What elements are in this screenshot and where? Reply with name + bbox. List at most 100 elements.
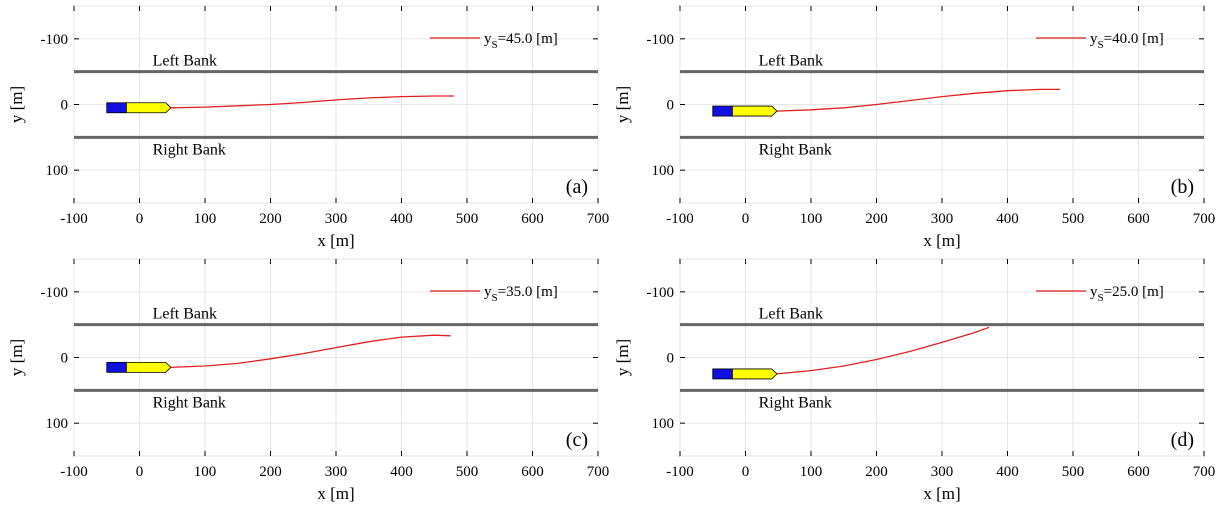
y-tick-label: -100: [647, 32, 675, 48]
x-tick-label: -100: [60, 211, 88, 227]
ship-stern: [712, 368, 733, 380]
x-tick-label: 600: [521, 211, 544, 227]
x-tick-label: 100: [194, 211, 217, 227]
x-tick-label: 700: [587, 464, 610, 480]
chart-panel-4: Left Bank Right Bank yS=25.0 [m] (d) -100 0 10…: [613, 258, 1216, 503]
y-axis-label: y [m]: [613, 339, 632, 376]
x-tick-label: 700: [1193, 211, 1216, 227]
ship-stern: [712, 105, 733, 117]
x-tick-label: -100: [666, 464, 694, 480]
y-tick-label: -100: [41, 32, 69, 48]
left-bank-label: Left Bank: [759, 53, 823, 70]
y-tick-label: 0: [61, 98, 69, 114]
x-tick-label: 0: [742, 464, 750, 480]
x-tick-label: 700: [1193, 464, 1216, 480]
x-tick-label: 600: [521, 464, 544, 480]
x-tick-label: 700: [587, 211, 610, 227]
trajectory-line: [776, 88, 1060, 112]
chart-panel-2: Left Bank Right Bank yS=40.0 [m] (b) -100 0 10…: [613, 5, 1216, 250]
legend-label: yS=40.0 [m]: [1090, 31, 1164, 51]
y-tick-label: 0: [667, 351, 675, 367]
x-tick-label: 600: [1127, 211, 1150, 227]
trajectory-line: [776, 326, 990, 375]
x-tick-label: 300: [931, 464, 954, 480]
x-tick-label: 500: [1062, 464, 1085, 480]
legend: yS=25.0 [m]: [1036, 284, 1164, 304]
x-tick-label: 300: [325, 211, 348, 227]
left-bank-label: Left Bank: [759, 306, 823, 323]
legend: yS=45.0 [m]: [430, 31, 558, 51]
trajectory-line: [170, 334, 451, 369]
legend-label-sub: S: [492, 292, 498, 304]
x-tick-label: 200: [259, 464, 282, 480]
legend-label-sub: S: [1098, 39, 1104, 51]
x-tick-label: 400: [390, 211, 413, 227]
ship-bow: [126, 102, 172, 114]
x-tick-label: 400: [996, 464, 1019, 480]
x-tick-label: -100: [666, 211, 694, 227]
legend-label-sub: S: [492, 39, 498, 51]
legend-label-rest: =35.0 [m]: [498, 284, 558, 300]
legend-label: yS=35.0 [m]: [484, 284, 558, 304]
right-bank-label: Right Bank: [153, 141, 226, 158]
x-tick-label: 400: [996, 211, 1019, 227]
x-tick-label: 100: [800, 464, 823, 480]
x-tick-label: 0: [136, 464, 144, 480]
panel-letter: (a): [566, 176, 588, 198]
panel-letter: (c): [566, 429, 588, 451]
ship-bow: [732, 368, 778, 380]
x-tick-label: 100: [194, 464, 217, 480]
legend-label-rest: =25.0 [m]: [1104, 284, 1164, 300]
ship-bow: [126, 361, 172, 373]
panel-letter: (d): [1171, 429, 1194, 451]
y-tick-label: 100: [652, 163, 675, 179]
x-tick-label: 500: [456, 464, 479, 480]
left-bank-label: Left Bank: [153, 306, 217, 323]
x-axis-label: x [m]: [317, 484, 354, 503]
x-tick-label: 300: [931, 211, 954, 227]
x-tick-label: 600: [1127, 464, 1150, 480]
legend-label: yS=25.0 [m]: [1090, 284, 1164, 304]
chart-panel-3: Left Bank Right Bank yS=35.0 [m] (c) -100 0 10…: [7, 258, 610, 503]
y-tick-label: 0: [667, 98, 675, 114]
chart-panel-1: Left Bank Right Bank yS=45.0 [m] (a) -100 0 10…: [7, 5, 610, 250]
x-tick-label: 0: [742, 211, 750, 227]
trajectory-line: [170, 95, 454, 109]
x-tick-label: 500: [1062, 211, 1085, 227]
x-tick-label: -100: [60, 464, 88, 480]
legend-label-rest: =40.0 [m]: [1104, 31, 1164, 47]
x-axis-label: x [m]: [923, 484, 960, 503]
y-tick-label: 100: [652, 416, 675, 432]
x-tick-label: 200: [865, 464, 888, 480]
ship-stern: [106, 361, 127, 373]
y-tick-label: -100: [647, 285, 675, 301]
x-tick-label: 400: [390, 464, 413, 480]
y-axis-label: y [m]: [7, 339, 26, 376]
legend-label-main: y: [484, 31, 492, 47]
y-tick-label: 100: [46, 416, 69, 432]
legend-label-main: y: [1090, 31, 1098, 47]
x-tick-label: 0: [136, 211, 144, 227]
x-axis-label: x [m]: [317, 231, 354, 250]
legend-label-main: y: [1090, 284, 1098, 300]
legend-label: yS=45.0 [m]: [484, 31, 558, 51]
y-tick-label: 0: [61, 351, 69, 367]
x-tick-label: 200: [259, 211, 282, 227]
x-tick-label: 300: [325, 464, 348, 480]
x-axis-label: x [m]: [923, 231, 960, 250]
ship-bow: [732, 105, 778, 117]
y-tick-label: 100: [46, 163, 69, 179]
right-bank-label: Right Bank: [759, 141, 832, 158]
legend: yS=40.0 [m]: [1036, 31, 1164, 51]
legend-label-main: y: [484, 284, 492, 300]
left-bank-label: Left Bank: [153, 53, 217, 70]
ship-stern: [106, 102, 127, 114]
x-tick-label: 200: [865, 211, 888, 227]
right-bank-label: Right Bank: [759, 394, 832, 411]
y-tick-label: -100: [41, 285, 69, 301]
x-tick-label: 100: [800, 211, 823, 227]
legend: yS=35.0 [m]: [430, 284, 558, 304]
y-axis-label: y [m]: [7, 86, 26, 123]
panel-letter: (b): [1171, 176, 1194, 198]
